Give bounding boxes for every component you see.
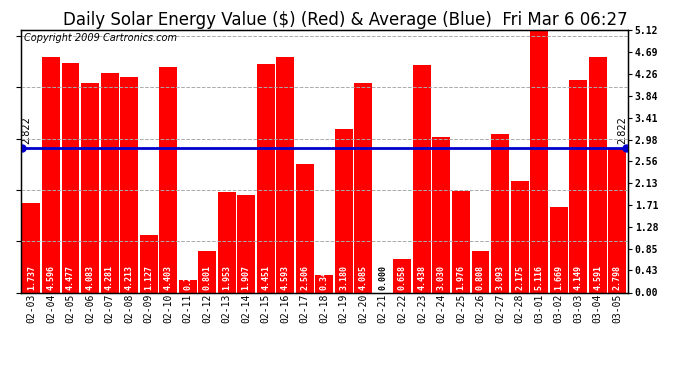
Text: 4.149: 4.149 bbox=[573, 265, 582, 290]
Text: Daily Solar Energy Value ($) (Red) & Average (Blue)  Fri Mar 6 06:27: Daily Solar Energy Value ($) (Red) & Ave… bbox=[63, 11, 627, 29]
Text: 2.175: 2.175 bbox=[515, 265, 524, 290]
Text: 1.737: 1.737 bbox=[27, 265, 36, 290]
Bar bbox=[393, 259, 411, 292]
Text: 5.116: 5.116 bbox=[535, 265, 544, 290]
Bar bbox=[120, 76, 138, 292]
Bar bbox=[276, 57, 294, 292]
Text: 0.243: 0.243 bbox=[183, 265, 192, 290]
Text: 0.000: 0.000 bbox=[378, 265, 387, 290]
Bar bbox=[315, 274, 333, 292]
Text: Copyright 2009 Cartronics.com: Copyright 2009 Cartronics.com bbox=[23, 33, 177, 43]
Text: 1.953: 1.953 bbox=[222, 265, 231, 290]
Bar bbox=[335, 129, 353, 292]
Bar bbox=[413, 65, 431, 292]
Text: 1.976: 1.976 bbox=[457, 265, 466, 290]
Bar bbox=[589, 57, 607, 292]
Bar bbox=[218, 192, 236, 292]
Bar bbox=[42, 57, 60, 292]
Text: 4.438: 4.438 bbox=[417, 265, 426, 290]
Text: 4.593: 4.593 bbox=[281, 265, 290, 290]
Text: 4.596: 4.596 bbox=[46, 265, 55, 290]
Bar bbox=[569, 80, 587, 292]
Text: 1.907: 1.907 bbox=[241, 265, 250, 290]
Text: 4.451: 4.451 bbox=[262, 265, 270, 290]
Bar bbox=[257, 64, 275, 292]
Text: 4.403: 4.403 bbox=[164, 265, 172, 290]
Text: 0.658: 0.658 bbox=[398, 265, 407, 290]
Text: 2.506: 2.506 bbox=[300, 265, 309, 290]
Bar bbox=[491, 134, 509, 292]
Bar bbox=[23, 204, 41, 292]
Bar bbox=[198, 251, 216, 292]
Text: 4.591: 4.591 bbox=[593, 265, 602, 290]
Text: 2.798: 2.798 bbox=[613, 265, 622, 290]
Text: 0.808: 0.808 bbox=[476, 265, 485, 290]
Text: 1.669: 1.669 bbox=[554, 265, 563, 290]
Bar bbox=[530, 30, 548, 292]
Text: 3.093: 3.093 bbox=[495, 265, 504, 290]
Text: 1.127: 1.127 bbox=[144, 265, 153, 290]
Bar bbox=[355, 83, 373, 292]
Bar bbox=[296, 164, 314, 292]
Text: 3.180: 3.180 bbox=[339, 265, 348, 290]
Bar bbox=[101, 73, 119, 292]
Bar bbox=[433, 137, 451, 292]
Bar bbox=[159, 67, 177, 292]
Text: 4.083: 4.083 bbox=[86, 265, 95, 290]
Bar bbox=[237, 195, 255, 292]
Bar bbox=[81, 83, 99, 292]
Bar bbox=[550, 207, 568, 292]
Bar bbox=[471, 251, 489, 292]
Text: 4.085: 4.085 bbox=[359, 265, 368, 290]
Text: 2.822: 2.822 bbox=[21, 116, 32, 144]
Text: 0.801: 0.801 bbox=[203, 265, 212, 290]
Text: 4.477: 4.477 bbox=[66, 265, 75, 290]
Bar bbox=[608, 149, 626, 292]
Bar bbox=[139, 235, 157, 292]
Text: 2.822: 2.822 bbox=[617, 116, 627, 144]
Bar bbox=[452, 191, 470, 292]
Bar bbox=[61, 63, 79, 292]
Text: 4.281: 4.281 bbox=[105, 265, 114, 290]
Text: 0.349: 0.349 bbox=[319, 265, 329, 290]
Bar bbox=[511, 181, 529, 292]
Text: 3.030: 3.030 bbox=[437, 265, 446, 290]
Text: 4.213: 4.213 bbox=[125, 265, 134, 290]
Bar bbox=[179, 280, 197, 292]
